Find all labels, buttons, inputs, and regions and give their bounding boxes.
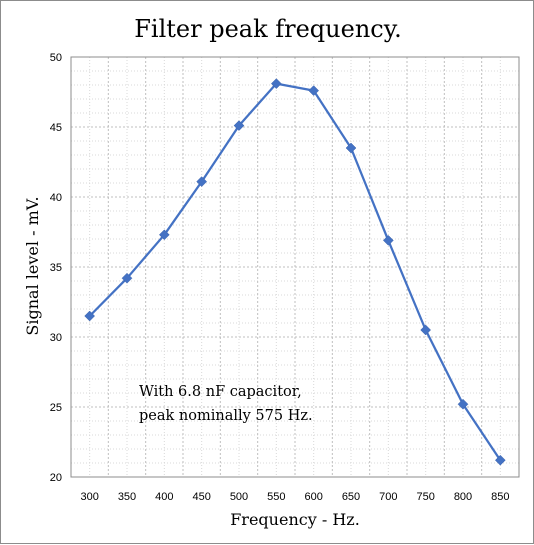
annotation-line-2: peak nominally 575 Hz.: [139, 408, 313, 424]
y-tick-label: 45: [50, 122, 62, 134]
data-point-marker: [158, 229, 170, 241]
x-tick-label: 550: [267, 491, 285, 503]
y-tick-label: 30: [50, 332, 62, 344]
y-tick-labels: 20 25 30 35 40 45 50: [50, 52, 62, 484]
data-point-marker: [233, 120, 245, 131]
y-tick-label: 50: [50, 52, 62, 64]
x-tick-label: 650: [342, 491, 360, 503]
data-point-marker: [382, 235, 394, 246]
data-point-marker: [121, 272, 133, 284]
plot-area: [70, 56, 520, 478]
annotation-line-1: With 6.8 nF capacitor,: [139, 384, 302, 400]
y-tick-label: 35: [50, 262, 62, 274]
data-point-marker: [457, 398, 469, 410]
data-point-marker: [308, 85, 320, 96]
data-point-marker: [84, 310, 96, 322]
x-tick-label: 700: [379, 491, 397, 503]
x-tick-label: 350: [118, 491, 136, 503]
data-markers: [84, 78, 506, 466]
y-tick-label: 40: [50, 192, 62, 204]
series-line: [88, 82, 502, 461]
annotation: With 6.8 nF capacitor, peak nominally 57…: [139, 384, 313, 424]
x-tick-labels: 300 350 400 450 500 550 600 650 700 750 800 850: [80, 491, 509, 503]
data-point-marker: [345, 142, 357, 154]
x-tick-label: 750: [416, 491, 434, 503]
x-tick-label: 400: [155, 491, 173, 503]
data-point-marker: [196, 176, 208, 187]
y-axis-title: Signal level - mV.: [23, 196, 42, 335]
x-axis-title: Frequency - Hz.: [230, 510, 360, 529]
data-point-marker: [270, 78, 282, 89]
data-point-marker: [494, 454, 506, 466]
x-tick-label: 450: [192, 491, 210, 503]
x-tick-label: 850: [491, 491, 509, 503]
y-tick-label: 20: [50, 472, 62, 484]
x-tick-label: 800: [454, 491, 472, 503]
chart-title: Filter peak frequency.: [134, 15, 401, 43]
x-tick-label: 600: [304, 491, 322, 503]
data-point-marker: [420, 324, 432, 336]
x-tick-label: 300: [80, 491, 98, 503]
x-tick-label: 500: [230, 491, 248, 503]
y-tick-label: 25: [50, 402, 62, 414]
